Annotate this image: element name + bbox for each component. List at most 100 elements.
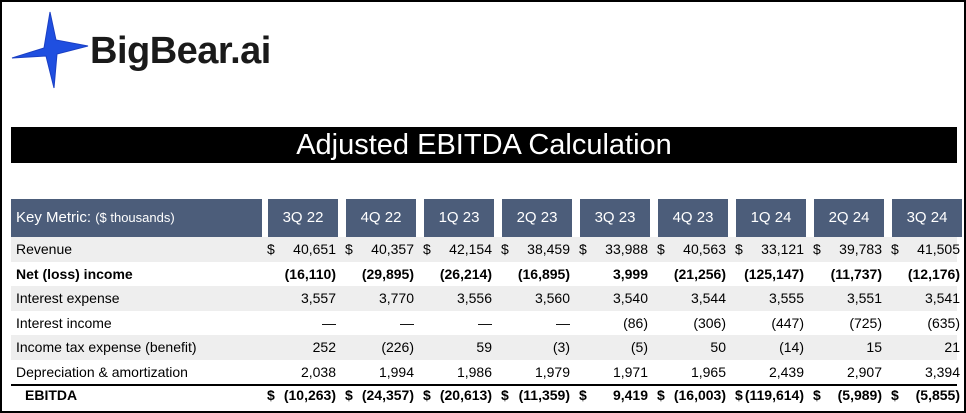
table-row: Interest income — — — — (86) (306) (447) (725) (6…: [11, 311, 960, 336]
table-cell: 3,544: [655, 290, 731, 308]
cell-value: (10,263): [283, 387, 336, 403]
key-metric-label: Key Metric:: [16, 209, 92, 226]
cell-value: (226): [381, 339, 414, 355]
table-cell: $33,988: [577, 241, 653, 259]
cell-value: (29,895): [361, 265, 414, 282]
dollar-sign: $: [813, 241, 821, 257]
table-cell: 2,439: [733, 364, 809, 382]
cell-value: (306): [693, 314, 726, 331]
table-cell: 21: [889, 339, 965, 357]
table-cell: 3,770: [343, 290, 419, 308]
table-cell: 3,540: [577, 290, 653, 308]
table-cell: —: [343, 315, 419, 333]
cell-value: —: [400, 314, 414, 331]
table-cell: —: [265, 315, 341, 333]
table-cell: $33,121: [733, 241, 809, 259]
table-row: Net (loss) income (16,110) (29,895) (26,214…: [11, 262, 960, 287]
cell-value: 40,357: [371, 241, 414, 257]
cell-value: 39,783: [839, 241, 882, 257]
table-cell: 1,994: [343, 364, 419, 382]
cell-value: (447): [771, 314, 804, 331]
table-cell: (5): [577, 339, 653, 357]
column-header-7: 2Q 24: [814, 199, 884, 237]
table-cell: $41,505: [889, 241, 965, 259]
dollar-sign: $: [345, 387, 353, 403]
cell-value: 40,651: [293, 241, 336, 257]
table-cell: (226): [343, 339, 419, 357]
cell-value: 3,555: [768, 290, 804, 306]
column-header-6: 1Q 24: [736, 199, 806, 237]
table-cell: $40,357: [343, 241, 419, 259]
cell-value: (26,214): [439, 265, 492, 282]
table-cell: $38,459: [499, 241, 575, 259]
cell-value: —: [556, 314, 570, 331]
row-label: Interest expense: [16, 290, 120, 306]
dollar-sign: $: [579, 241, 587, 257]
table-cell: (12,176): [889, 266, 965, 284]
cell-value: 3,560: [534, 290, 570, 306]
table-cell: 3,557: [265, 290, 341, 308]
cell-value: (16,110): [284, 265, 336, 282]
cell-value: —: [322, 314, 336, 331]
cell-value: 1,965: [690, 363, 726, 380]
cell-value: 252: [312, 339, 336, 355]
table-cell: (29,895): [343, 266, 419, 284]
cell-value: 42,154: [449, 241, 492, 257]
table-cell: 1,965: [655, 364, 731, 382]
column-header-1: 4Q 22: [346, 199, 416, 237]
table-cell: 2,038: [265, 364, 341, 382]
cell-value: (11,737): [830, 265, 882, 282]
cell-value: 3,540: [612, 290, 648, 306]
table-cell: $ (5,855): [889, 387, 965, 405]
table-cell: $40,651: [265, 241, 341, 259]
table-cell: $9,419: [577, 387, 653, 405]
table-cell: (125,147): [733, 266, 809, 284]
table-cell: 3,560: [499, 290, 575, 308]
table-cell: $39,783: [811, 241, 887, 259]
table-cell: (21,256): [655, 266, 731, 284]
row-label: Net (loss) income: [16, 265, 133, 282]
cell-value: 15: [866, 339, 882, 355]
row-label: Interest income: [16, 314, 112, 331]
table-cell: (16,895): [499, 266, 575, 284]
dollar-sign: $: [501, 387, 509, 403]
table-cell: $ (20,613): [421, 387, 497, 405]
table-cell: 3,556: [421, 290, 497, 308]
table-cell: (635): [889, 315, 965, 333]
table-cell: 3,999: [577, 266, 653, 284]
cell-value: (5,855): [915, 387, 960, 403]
cell-value: (3): [552, 339, 570, 355]
cell-value: 2,038: [300, 363, 336, 380]
cell-value: —: [478, 314, 492, 331]
cell-value: (125,147): [744, 265, 804, 282]
cell-value: 1,979: [534, 363, 570, 380]
dollar-sign: $: [345, 241, 353, 257]
table-cell: (11,737): [811, 266, 887, 284]
row-label: EBITDA: [25, 387, 78, 403]
table-cell: (3): [499, 339, 575, 357]
page-title: Adjusted EBITDA Calculation: [11, 127, 957, 163]
table-cell: 1,986: [421, 364, 497, 382]
cell-value: 1,994: [378, 363, 414, 380]
table-cell: (447): [733, 315, 809, 333]
table-cell: 2,907: [811, 364, 887, 382]
cell-value: 3,999: [612, 265, 648, 282]
table-cell: $40,563: [655, 241, 731, 259]
table-cell: 1,971: [577, 364, 653, 382]
table-row: Depreciation & amortization 2,038 1,994 1,9…: [11, 360, 960, 385]
cell-value: 1,971: [612, 363, 648, 380]
table-cell: (26,214): [421, 266, 497, 284]
cell-value: (12,176): [907, 265, 960, 282]
table-cell: $ (11,359): [499, 387, 575, 405]
dollar-sign: $: [657, 241, 665, 257]
column-header-4: 3Q 23: [580, 199, 650, 237]
cell-value: 9,419: [612, 387, 648, 403]
cell-value: (21,256): [673, 265, 726, 282]
table-cell: 50: [655, 339, 731, 357]
table-cell: (16,110): [265, 266, 341, 284]
column-header-3: 2Q 23: [502, 199, 572, 237]
cell-value: (24,357): [361, 387, 414, 403]
cell-value: (16,003): [673, 387, 726, 403]
cell-value: (635): [927, 314, 960, 331]
cell-value: 3,544: [690, 290, 726, 306]
